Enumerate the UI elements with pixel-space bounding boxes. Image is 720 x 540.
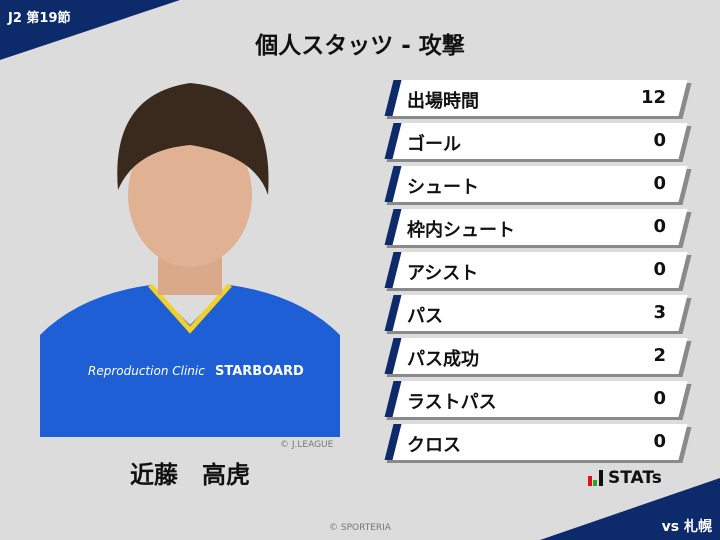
stats-logo: STATs: [588, 468, 662, 488]
stat-row: ゴール 0: [384, 123, 692, 162]
stats-logo-text: STATs: [608, 468, 662, 488]
stat-value: 12: [640, 87, 666, 108]
stat-label: アシスト: [407, 263, 479, 284]
stat-label: パス: [407, 306, 443, 327]
stat-label: パス成功: [407, 349, 479, 370]
stat-label: ラストパス: [407, 392, 497, 413]
stat-row: シュート 0: [384, 166, 692, 205]
stat-row: パス 3: [384, 295, 692, 334]
stat-value: 0: [653, 130, 666, 151]
stat-value: 2: [653, 345, 666, 366]
player-photo: Reproduction Clinic STARBOARD: [40, 75, 340, 437]
league-round: J2 第19節: [8, 11, 71, 26]
stat-label: 枠内シュート: [407, 220, 515, 241]
stat-row: クロス 0: [384, 424, 692, 463]
stat-row: 枠内シュート 0: [384, 209, 692, 248]
stat-value: 3: [653, 302, 666, 323]
stat-label: シュート: [407, 177, 479, 198]
stat-value: 0: [653, 259, 666, 280]
sponsor-text: STARBOARD: [215, 364, 304, 379]
copyright: © SPORTERIA: [329, 523, 391, 533]
stat-row: アシスト 0: [384, 252, 692, 291]
photo-credit: © J.LEAGUE: [280, 440, 334, 450]
bar-chart-icon: [588, 470, 603, 486]
stat-value: 0: [653, 431, 666, 452]
sponsor-text: Reproduction Clinic: [88, 364, 205, 378]
stat-row: 出場時間 12: [384, 80, 692, 119]
opponent: vs 札幌: [661, 519, 712, 535]
stats-list: 出場時間 12 ゴール 0 シュート 0 枠内シュート 0 アシスト 0 パス 3 パス成功…: [384, 80, 692, 467]
page-title: 個人スタッツ - 攻撃: [255, 33, 465, 59]
stat-row: ラストパス 0: [384, 381, 692, 420]
stat-label: クロス: [407, 435, 461, 456]
player-name: 近藤 高虎: [130, 461, 250, 489]
stat-value: 0: [653, 388, 666, 409]
stat-value: 0: [653, 216, 666, 237]
stat-label: 出場時間: [407, 91, 479, 112]
stat-value: 0: [653, 173, 666, 194]
stat-label: ゴール: [407, 134, 461, 155]
stat-row: パス成功 2: [384, 338, 692, 377]
